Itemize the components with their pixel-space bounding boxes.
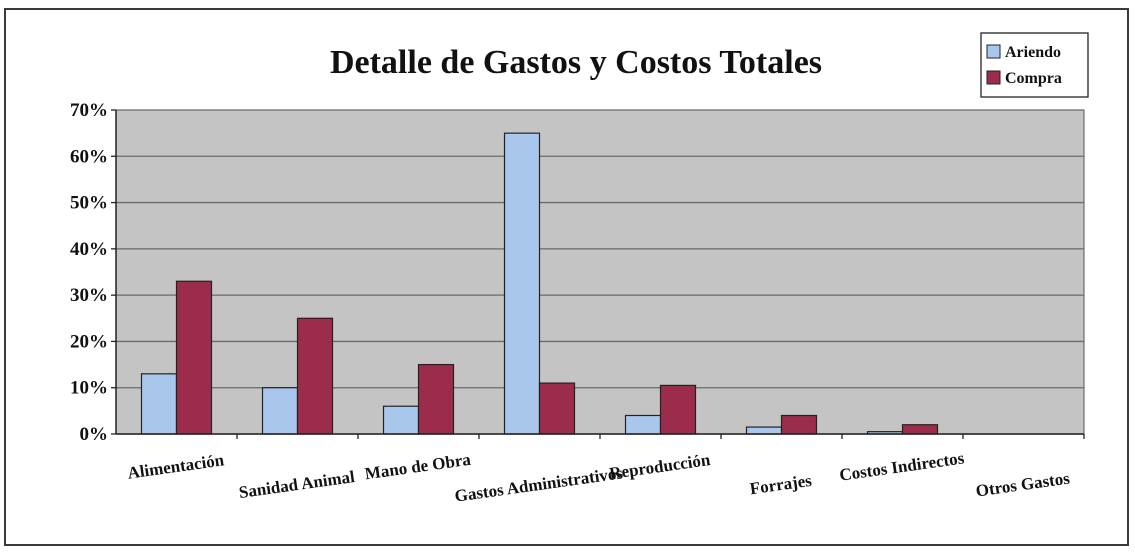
y-tick-labels: 0% 10% 20% 30% 40% 50% 60% 70% bbox=[70, 100, 108, 445]
y-tick-label: 20% bbox=[70, 331, 108, 352]
y-tick-label: 10% bbox=[70, 378, 108, 399]
x-tick-label: Sanidad Animal bbox=[238, 467, 356, 502]
y-tick-label: 70% bbox=[70, 100, 108, 121]
chart-svg: 0% 10% 20% 30% 40% 50% 60% 70% Alimentación Sani… bbox=[70, 32, 1089, 506]
bar-compra bbox=[659, 384, 697, 435]
y-tick-label: 40% bbox=[70, 239, 108, 260]
bar-compra bbox=[538, 382, 576, 435]
bar-ariendo bbox=[745, 426, 783, 435]
legend-label-ariendo: Ariendo bbox=[1005, 44, 1061, 61]
x-tick-label: Otros Gastos bbox=[975, 469, 1072, 501]
bar-ariendo bbox=[382, 405, 420, 435]
legend-label-compra: Compra bbox=[1005, 70, 1062, 87]
legend-swatch-compra bbox=[986, 70, 1001, 85]
bar-ariendo bbox=[140, 373, 178, 435]
y-tick-label: 30% bbox=[70, 285, 108, 306]
x-tick-label: Alimentación bbox=[126, 450, 226, 482]
plot-area bbox=[115, 109, 1085, 435]
bar-ariendo bbox=[503, 132, 541, 435]
bar-compra bbox=[780, 414, 818, 435]
x-tick-label: Costos Indirectos bbox=[838, 448, 966, 484]
y-tick-label: 60% bbox=[70, 146, 108, 167]
bar-ariendo bbox=[261, 387, 299, 435]
x-tick-label: Reproducción bbox=[608, 450, 712, 483]
y-tick-label: 50% bbox=[70, 193, 108, 214]
legend-box bbox=[980, 32, 1089, 98]
chart-frame: 0% 10% 20% 30% 40% 50% 60% 70% Alimentación Sani… bbox=[4, 8, 1129, 546]
bar-compra bbox=[417, 363, 455, 435]
axes bbox=[115, 110, 1085, 439]
x-tick-label: Gastos Administrativos bbox=[453, 463, 624, 505]
y-tick-label: 0% bbox=[80, 424, 109, 445]
x-tick-label: Forrajes bbox=[749, 471, 814, 499]
bar-compra bbox=[175, 280, 213, 435]
legend: Ariendo Compra bbox=[980, 32, 1089, 98]
chart-title: Detalle de Gastos y Costos Totales bbox=[330, 44, 822, 81]
bar-ariendo bbox=[624, 414, 662, 435]
bars bbox=[140, 132, 939, 435]
bar-compra bbox=[901, 424, 939, 435]
legend-swatch-ariendo bbox=[986, 44, 1001, 59]
bar-compra bbox=[296, 317, 334, 435]
x-tick-label: Mano de Obra bbox=[364, 450, 473, 484]
